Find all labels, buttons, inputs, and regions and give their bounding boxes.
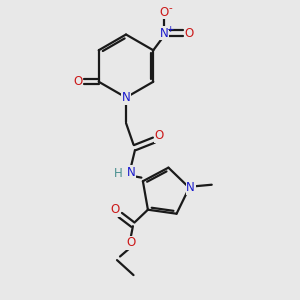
- Text: N: N: [159, 27, 168, 40]
- Text: O: O: [126, 236, 135, 249]
- Text: O: O: [159, 6, 168, 19]
- Text: O: O: [110, 203, 119, 216]
- Text: O: O: [154, 129, 164, 142]
- Text: N: N: [127, 166, 136, 179]
- Text: O: O: [73, 75, 82, 88]
- Text: -: -: [169, 3, 172, 13]
- Text: O: O: [185, 27, 194, 40]
- Text: N: N: [186, 181, 195, 194]
- Text: H: H: [114, 167, 123, 180]
- Text: N: N: [122, 91, 130, 104]
- Text: +: +: [166, 25, 173, 34]
